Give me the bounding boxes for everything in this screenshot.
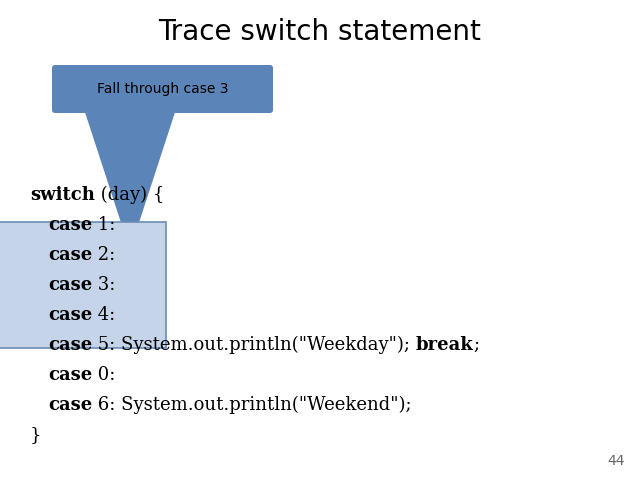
Text: 4:: 4: [92, 306, 115, 324]
FancyBboxPatch shape [52, 65, 273, 113]
Text: }: } [30, 426, 42, 444]
Text: 6: System.out.println("Weekend");: 6: System.out.println("Weekend"); [92, 396, 412, 414]
Text: switch: switch [30, 186, 95, 204]
Text: case: case [48, 396, 92, 414]
Text: 3:: 3: [92, 276, 116, 294]
Text: (day) {: (day) { [95, 186, 164, 204]
Text: case: case [48, 276, 92, 294]
Text: ;: ; [474, 336, 480, 354]
Text: case 3:: case 3: [48, 276, 112, 294]
Text: break: break [416, 336, 474, 354]
Text: case: case [48, 306, 92, 324]
Text: Trace switch statement: Trace switch statement [159, 18, 481, 46]
Text: 1:: 1: [92, 216, 116, 234]
Polygon shape [85, 110, 175, 248]
Text: case: case [48, 336, 92, 354]
Text: case: case [48, 246, 92, 264]
Text: 2:: 2: [92, 246, 115, 264]
Text: case: case [48, 216, 92, 234]
Text: 0:: 0: [92, 366, 116, 384]
Text: 44: 44 [607, 454, 625, 468]
Text: Fall through case 3: Fall through case 3 [97, 82, 228, 96]
Text: case: case [48, 366, 92, 384]
Text: 5: System.out.println("Weekday");: 5: System.out.println("Weekday"); [92, 336, 416, 354]
